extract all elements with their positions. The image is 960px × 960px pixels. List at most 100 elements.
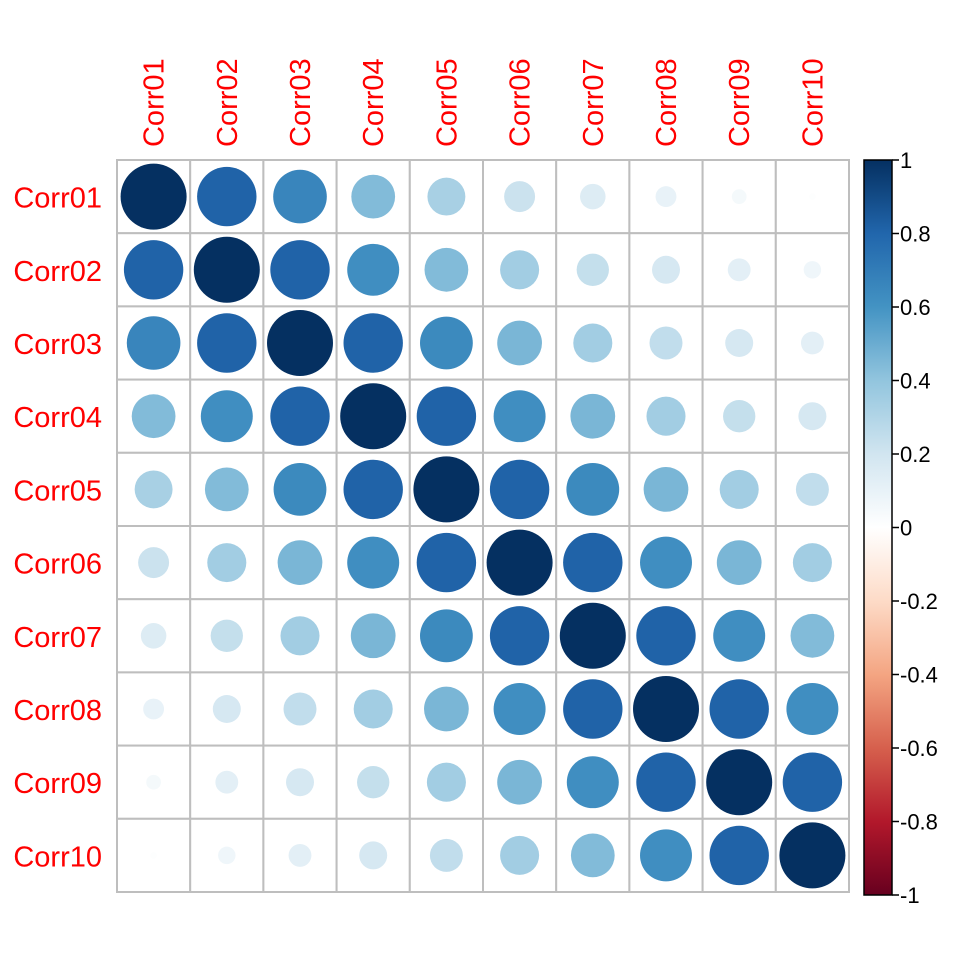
correlation-circle xyxy=(727,258,751,282)
correlation-circle xyxy=(655,186,677,208)
matrix-cell xyxy=(262,817,338,893)
correlation-circle xyxy=(193,236,260,303)
column-labels: Corr01 Corr02 Corr03 Corr04 Corr05 Corr06 Corr… xyxy=(139,58,830,147)
correlation-circle xyxy=(143,698,165,720)
correlation-circle xyxy=(210,619,243,652)
row-label: Corr01 xyxy=(13,183,102,215)
correlation-circle xyxy=(283,692,317,726)
correlation-circle xyxy=(640,536,692,589)
correlation-circle xyxy=(633,676,699,742)
column-label: Corr02 xyxy=(212,58,244,147)
correlation-circle xyxy=(212,694,241,724)
correlation-circle xyxy=(424,247,469,292)
matrix-cell xyxy=(482,817,558,893)
correlation-circle xyxy=(126,316,181,370)
correlation-circle xyxy=(786,683,839,735)
correlation-circle xyxy=(809,193,816,200)
correlation-circle xyxy=(646,396,686,436)
correlation-circle xyxy=(273,463,327,516)
correlation-circles xyxy=(120,163,846,889)
correlation-circle xyxy=(197,166,257,227)
row-label: Corr08 xyxy=(13,695,102,727)
correlation-circle xyxy=(566,756,619,809)
colorbar-tick-label: 0 xyxy=(900,516,912,541)
correlation-circle xyxy=(489,606,550,666)
row-label: Corr05 xyxy=(13,475,102,507)
colorbar-tick-label: 0.8 xyxy=(900,222,931,247)
correlation-circle xyxy=(420,316,473,370)
correlation-circle xyxy=(576,253,609,286)
correlation-circle xyxy=(204,467,249,512)
correlation-circle xyxy=(218,846,236,865)
correlation-circle xyxy=(709,825,769,886)
correlation-circle xyxy=(493,683,546,735)
correlation-circle xyxy=(267,310,333,376)
colorbar-tick-label: 1 xyxy=(900,148,912,173)
correlation-circle xyxy=(803,261,822,279)
correlation-circle xyxy=(706,749,773,816)
colorbar-tick-label: -0.2 xyxy=(900,589,938,614)
row-label: Corr09 xyxy=(13,768,102,800)
correlation-circle xyxy=(285,768,315,797)
correlation-circle xyxy=(351,174,396,219)
colorbar-bar xyxy=(863,159,893,896)
column-label: Corr07 xyxy=(578,58,610,147)
correlation-circle xyxy=(790,613,835,658)
correlation-circle xyxy=(280,616,320,656)
correlation-circle xyxy=(120,163,187,230)
correlation-circle xyxy=(420,609,473,663)
correlation-circle xyxy=(343,313,403,373)
correlation-circle xyxy=(636,752,696,812)
correlation-circle xyxy=(640,829,692,882)
correlation-circle xyxy=(731,189,747,204)
correlation-circle xyxy=(140,623,167,649)
correlation-circle xyxy=(709,679,769,739)
correlation-circle xyxy=(350,613,396,659)
correlation-circle xyxy=(273,169,327,224)
colorbar-tick-label: -0.8 xyxy=(900,810,938,835)
correlation-circle xyxy=(573,323,613,363)
colorbar-tick-label: 0.2 xyxy=(900,442,931,467)
correlation-circle xyxy=(357,766,390,799)
correlation-circle xyxy=(427,177,466,216)
colorbar-tick-label: -0.6 xyxy=(900,736,938,761)
correlation-circle xyxy=(270,386,330,446)
column-label: Corr09 xyxy=(724,58,756,147)
correlation-circle xyxy=(643,467,689,512)
correlation-circle xyxy=(504,181,536,213)
correlation-circle xyxy=(716,540,762,585)
column-label: Corr10 xyxy=(797,58,829,147)
correlation-circle xyxy=(150,852,157,859)
correlation-circle xyxy=(347,243,400,296)
correlation-circle xyxy=(288,843,312,867)
correlation-circle xyxy=(138,547,170,579)
correlation-circle xyxy=(500,250,540,290)
colorbar: 1 0.8 0.6 0.4 0.2 0 -0.2 -0.4 -0.6 -0.8 -1 xyxy=(863,148,938,908)
correlation-circle xyxy=(719,469,759,509)
matrix-cell xyxy=(116,525,192,601)
correlation-circle xyxy=(343,459,403,520)
correlation-circle xyxy=(493,390,546,443)
row-label: Corr06 xyxy=(13,549,102,581)
correlation-circle xyxy=(146,774,161,790)
correlation-circle xyxy=(429,838,463,872)
matrix-cell xyxy=(189,525,265,601)
correlation-circle xyxy=(795,472,829,506)
correlation-circle xyxy=(207,543,247,583)
correlation-circle xyxy=(413,456,480,523)
row-labels: Corr01 Corr02 Corr03 Corr04 Corr05 Corr06 Corr… xyxy=(13,183,102,874)
row-label: Corr03 xyxy=(13,329,102,361)
correlation-circle xyxy=(270,240,330,300)
row-label: Corr04 xyxy=(13,402,102,434)
correlation-circle xyxy=(424,686,469,732)
correlation-circle xyxy=(131,394,176,439)
correlation-circle xyxy=(563,532,623,593)
correlation-circle xyxy=(725,328,754,358)
correlation-circle xyxy=(489,459,550,520)
row-label: Corr07 xyxy=(13,622,102,654)
correlation-circle xyxy=(563,679,623,739)
correlation-circle xyxy=(123,240,184,300)
column-label: Corr06 xyxy=(505,58,537,147)
column-label: Corr04 xyxy=(358,58,390,147)
